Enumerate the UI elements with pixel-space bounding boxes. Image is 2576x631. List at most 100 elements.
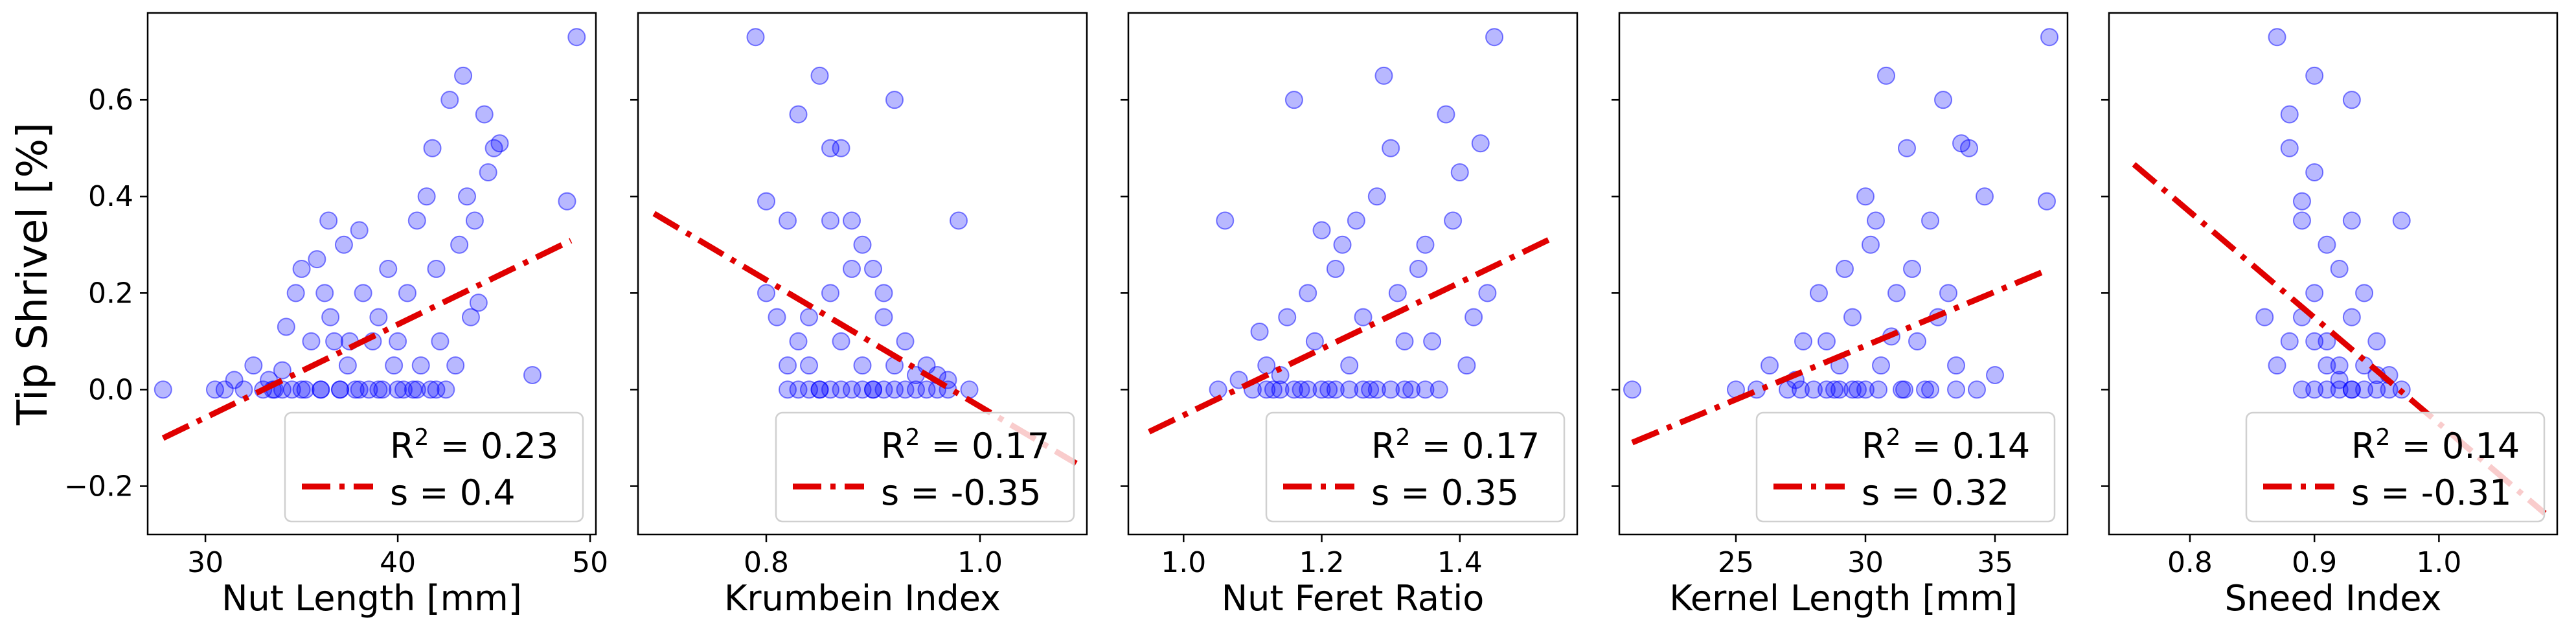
data-point	[2342, 91, 2361, 109]
data-point	[853, 356, 872, 375]
data-point	[1761, 356, 1779, 375]
legend-s: s = -0.31	[2351, 472, 2511, 513]
data-point	[1367, 380, 1386, 399]
data-point	[1354, 380, 1373, 399]
data-point	[896, 332, 915, 350]
data-point	[292, 380, 311, 399]
axes-frame	[1127, 12, 1579, 536]
data-point	[2292, 192, 2311, 211]
legend-s: s = 0.35	[1371, 472, 1519, 513]
data-point	[244, 356, 263, 375]
data-point	[821, 380, 839, 399]
x-axis-label: Krumbein Index	[724, 578, 1001, 619]
data-point	[874, 380, 893, 399]
regression-line	[2132, 162, 2547, 516]
data-point	[2280, 139, 2299, 157]
data-point	[960, 380, 979, 399]
data-point	[896, 380, 915, 399]
legend-s: s = 0.4	[390, 472, 516, 513]
legend: R2 = 0.17 s = -0.35	[775, 411, 1075, 523]
data-point	[558, 192, 576, 211]
data-point	[1877, 66, 1895, 85]
data-point	[2367, 380, 2386, 399]
legend-box	[775, 411, 1075, 523]
legend-s: s = -0.35	[881, 472, 1041, 513]
data-point	[779, 380, 797, 399]
data-point	[1444, 211, 1463, 230]
data-point	[821, 211, 839, 230]
x-axis-label: Nut Length [mm]	[222, 578, 522, 619]
x-tick-label: 30	[1847, 546, 1884, 579]
data-point	[1319, 380, 1338, 399]
axes-frame	[2108, 12, 2559, 536]
data-point	[1326, 260, 1345, 279]
y-tick-label: −0.2	[64, 470, 133, 503]
x-tick-label: 1.0	[957, 546, 1003, 579]
data-point	[1457, 356, 1476, 375]
data-point	[1374, 66, 1393, 85]
regression-line	[161, 238, 573, 441]
data-point	[1623, 380, 1641, 399]
legend-box	[1755, 411, 2056, 523]
data-point	[1388, 284, 1407, 303]
data-point	[885, 91, 904, 109]
legend-r2: R2 = 0.17	[1371, 424, 1540, 466]
data-point	[427, 260, 446, 279]
data-point	[421, 380, 440, 399]
scatter-points	[1209, 28, 1504, 399]
data-point	[789, 332, 808, 350]
data-point	[523, 366, 541, 385]
data-point	[389, 380, 407, 399]
data-point	[1976, 187, 1994, 206]
data-point	[2305, 284, 2324, 303]
data-point	[1382, 139, 1400, 157]
data-point	[2330, 380, 2349, 399]
data-point	[1810, 284, 1828, 303]
data-point	[1326, 380, 1345, 399]
data-point	[800, 356, 818, 375]
x-axis-label: Sneed Index	[2224, 578, 2441, 619]
data-point	[2330, 371, 2349, 389]
y-tick-label: 0.6	[88, 84, 133, 117]
data-point	[1792, 380, 1810, 399]
data-point	[1284, 380, 1303, 399]
data-point	[1960, 139, 1978, 157]
data-point	[810, 380, 829, 399]
x-tick-label: 1.4	[1437, 546, 1483, 579]
data-point	[2318, 356, 2336, 375]
data-point	[2280, 332, 2299, 350]
data-point	[296, 380, 315, 399]
data-point	[779, 356, 797, 375]
data-point	[864, 380, 882, 399]
data-point	[292, 260, 311, 279]
data-point	[1347, 211, 1365, 230]
data-point	[800, 380, 818, 399]
axes-frame	[637, 12, 1088, 536]
x-axis-label: Nut Feret Ratio	[1222, 578, 1485, 619]
y-tick-label: 0.4	[88, 180, 133, 213]
data-point	[746, 28, 765, 47]
data-point	[757, 284, 775, 303]
data-point	[334, 235, 353, 254]
data-point	[1939, 284, 1957, 303]
scatter-points	[154, 28, 586, 399]
data-point	[1968, 380, 1986, 399]
data-point	[821, 284, 839, 303]
data-point	[1869, 380, 1887, 399]
data-point	[885, 380, 904, 399]
data-point	[1895, 380, 1913, 399]
data-point	[1818, 332, 1836, 350]
data-point	[853, 380, 872, 399]
data-point	[1395, 332, 1414, 350]
scatter-points	[2255, 28, 2411, 399]
data-point	[273, 361, 291, 380]
legend-box	[1265, 411, 1566, 523]
data-point	[1818, 380, 1836, 399]
data-point	[1305, 332, 1324, 350]
data-point	[282, 380, 301, 399]
data-point	[389, 332, 407, 350]
data-point	[2355, 284, 2374, 303]
data-point	[1856, 187, 1875, 206]
